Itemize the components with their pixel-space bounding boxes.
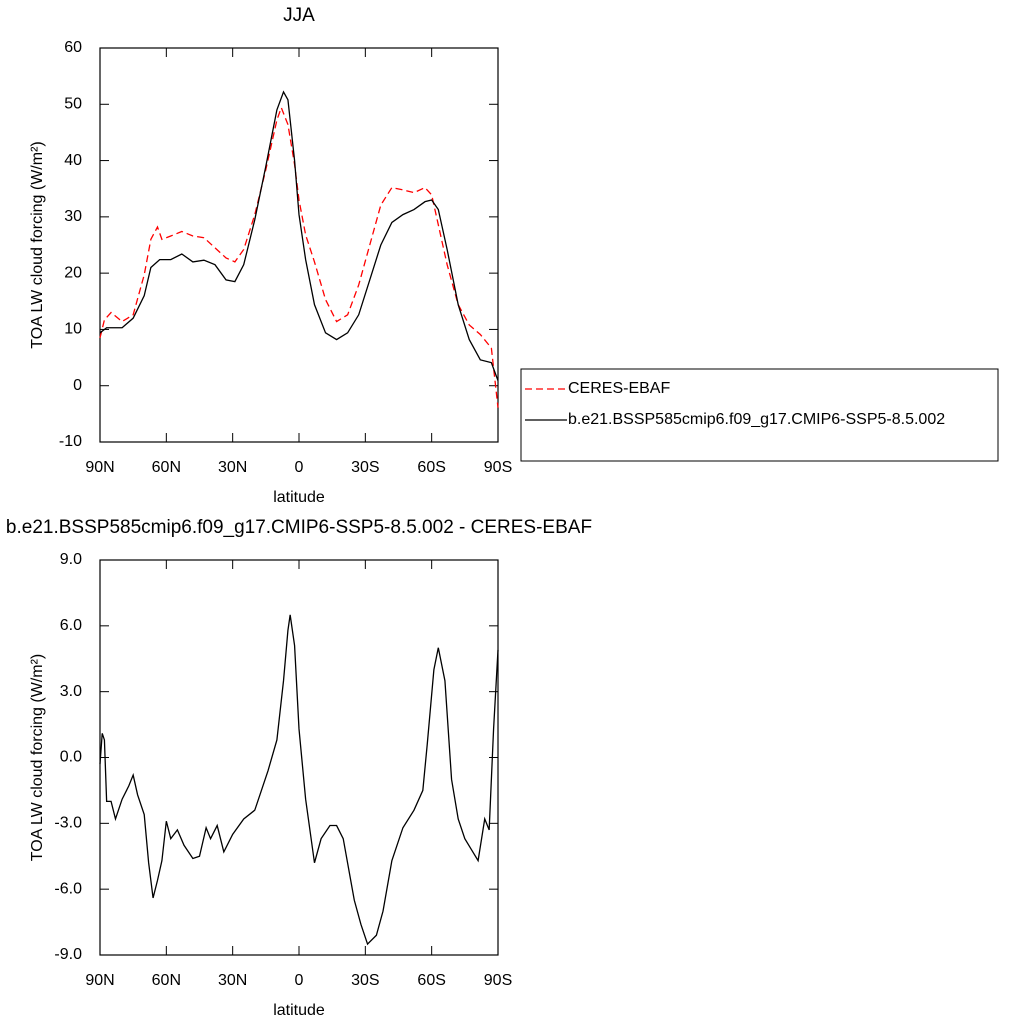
plot-frame <box>99 47 499 443</box>
y-tick-label: 10 <box>64 321 82 338</box>
plot-frame <box>99 559 499 956</box>
y-tick-label: 3.0 <box>60 683 82 700</box>
y-tick-label: -10 <box>59 433 82 450</box>
x-tick-label: 90S <box>484 459 512 476</box>
legend-label: CERES-EBAF <box>568 380 670 397</box>
y-tick-label: 0 <box>73 377 82 394</box>
x-tick-label: 60N <box>152 972 181 989</box>
legend-box <box>520 368 999 462</box>
x-tick-label: 90N <box>85 972 114 989</box>
y-tick-label: 20 <box>64 264 82 281</box>
x-tick-label: 60S <box>417 972 445 989</box>
x-tick-label: 30N <box>218 459 247 476</box>
y-tick-label: 30 <box>64 208 82 225</box>
y-axis-label: TOA LW cloud forcing (W/m²) <box>29 141 46 348</box>
y-axis-label: TOA LW cloud forcing (W/m²) <box>29 654 46 861</box>
y-tick-label: -6.0 <box>54 880 82 897</box>
x-axis-label: latitude <box>273 489 325 506</box>
chart-title: b.e21.BSSP585cmip6.f09_g17.CMIP6-SSP5-8.… <box>6 517 592 538</box>
y-tick-label: 40 <box>64 152 82 169</box>
x-tick-label: 30S <box>351 459 379 476</box>
y-tick-label: 9.0 <box>60 551 82 568</box>
x-tick-label: 0 <box>295 459 304 476</box>
y-tick-label: -9.0 <box>54 946 82 963</box>
y-tick-label: 0.0 <box>60 749 82 766</box>
y-tick-label: 6.0 <box>60 617 82 634</box>
chart-title: JJA <box>283 5 315 26</box>
y-tick-label: 50 <box>64 96 82 113</box>
x-tick-label: 0 <box>295 972 304 989</box>
x-tick-label: 90S <box>484 972 512 989</box>
x-tick-label: 90N <box>85 459 114 476</box>
x-tick-label: 60S <box>417 459 445 476</box>
data-line <box>99 105 499 408</box>
data-line <box>99 614 499 946</box>
y-tick-label: 60 <box>64 39 82 56</box>
y-tick-label: -3.0 <box>54 815 82 832</box>
x-tick-label: 60N <box>152 459 181 476</box>
data-line <box>99 90 499 381</box>
x-tick-label: 30S <box>351 972 379 989</box>
legend-label: b.e21.BSSP585cmip6.f09_g17.CMIP6-SSP5-8.… <box>568 411 945 428</box>
x-axis-label: latitude <box>273 1002 325 1019</box>
x-tick-label: 30N <box>218 972 247 989</box>
